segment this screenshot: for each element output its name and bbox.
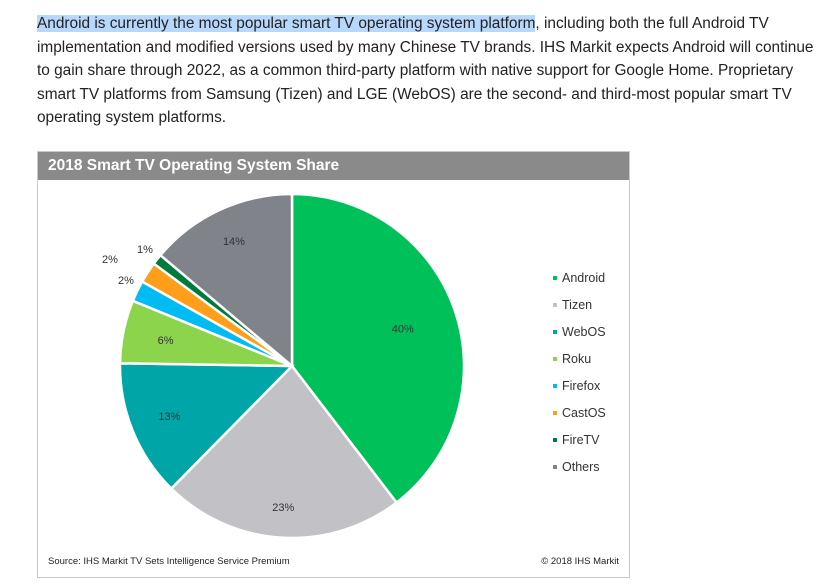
legend-item-castos: CastOS xyxy=(553,399,606,426)
legend-item-firetv: FireTV xyxy=(553,426,606,453)
chart-legend: Android Tizen WebOS Roku Firefox CastOS FireTV… xyxy=(553,264,606,480)
legend-swatch xyxy=(553,410,557,415)
pie-slice-android xyxy=(290,192,466,505)
article-body-text: , including both the full Android TV imp… xyxy=(37,15,814,126)
legend-label: Roku xyxy=(562,351,592,366)
chart-source: Source: IHS Markit TV Sets Intelligence … xyxy=(48,556,290,567)
legend-label: CastOS xyxy=(562,405,606,420)
chart-card: 2018 Smart TV Operating System Share 40%… xyxy=(37,151,630,578)
legend-swatch xyxy=(553,464,557,469)
legend-item-tizen: Tizen xyxy=(553,291,606,318)
legend-label: Firefox xyxy=(562,378,601,393)
legend-swatch xyxy=(553,383,557,388)
highlighted-text: Android is currently the most popular sm… xyxy=(37,15,536,32)
legend-swatch xyxy=(553,302,557,307)
legend-item-others: Others xyxy=(553,453,606,480)
slice-label-webos: 13% xyxy=(158,411,180,423)
slice-label-firetv: 1% xyxy=(137,244,153,256)
legend-label: Android xyxy=(562,270,606,285)
legend-item-android: Android xyxy=(553,264,606,291)
legend-item-roku: Roku xyxy=(553,345,606,372)
pie-slice-tizen xyxy=(169,364,399,540)
slice-label-firefox: 2% xyxy=(118,275,134,287)
chart-copyright: © 2018 IHS Markit xyxy=(541,556,619,567)
legend-item-webos: WebOS xyxy=(553,318,606,345)
slice-label-roku: 6% xyxy=(158,335,174,347)
chart-title: 2018 Smart TV Operating System Share xyxy=(38,152,629,180)
legend-swatch xyxy=(553,437,557,442)
pie-slice-others xyxy=(158,192,294,369)
pie-chart: 40% 23% 13% 6% 2%2% 1% 14% xyxy=(102,192,466,540)
legend-label: Tizen xyxy=(562,297,593,312)
slice-label-android: 40% xyxy=(392,323,414,335)
legend-swatch xyxy=(553,329,557,334)
legend-label: WebOS xyxy=(562,324,606,339)
legend-label: FireTV xyxy=(562,432,600,447)
slice-label-others: 14% xyxy=(223,236,245,248)
legend-swatch xyxy=(553,275,557,280)
article-paragraph: Android is currently the most popular sm… xyxy=(37,12,817,130)
slice-label-castos: 2% xyxy=(102,254,118,266)
slice-label-tizen: 23% xyxy=(272,502,294,514)
legend-item-firefox: Firefox xyxy=(553,372,606,399)
legend-label: Others xyxy=(562,459,600,474)
pie-slice-webos xyxy=(118,362,295,491)
legend-swatch xyxy=(553,356,557,361)
